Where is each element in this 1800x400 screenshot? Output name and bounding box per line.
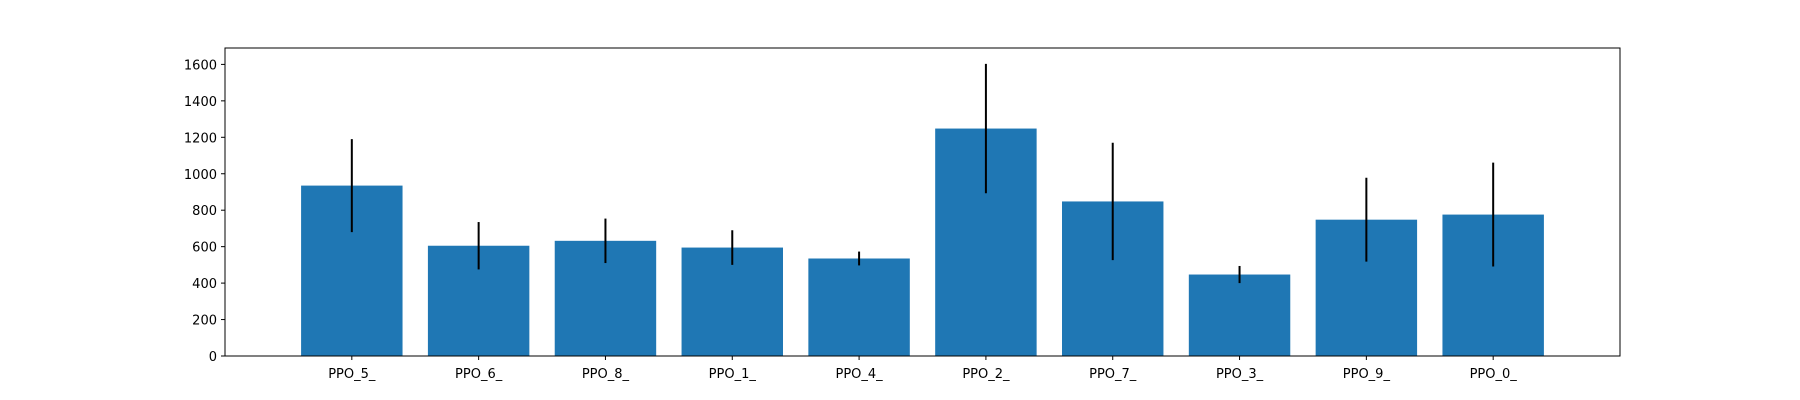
y-tick-label: 800	[192, 204, 217, 219]
x-tick-label: PPO_9_	[1343, 367, 1391, 382]
y-tick-label: 1600	[184, 58, 217, 73]
bar-PPO_1_	[681, 247, 783, 356]
y-tick-label: 400	[192, 277, 217, 292]
plot-frame	[224, 47, 1621, 357]
y-tick-label: 1200	[184, 131, 217, 146]
x-tick-label: PPO_7_	[1089, 367, 1137, 382]
y-tick-label: 1000	[184, 168, 217, 183]
x-axis: PPO_5_ PPO_6_ PPO_8_ PPO_1_ PPO_4_ PPO_2_ PPO_…	[328, 356, 1517, 382]
x-tick-label: PPO_0_	[1470, 367, 1518, 382]
bar-PPO_4_	[808, 258, 910, 356]
bars-group	[301, 128, 1544, 356]
x-tick-label: PPO_6_	[455, 367, 503, 382]
y-axis: 0 200 400 600 800 1000 1200 1400 1600	[184, 58, 225, 365]
x-tick-label: PPO_3_	[1216, 367, 1264, 382]
bar-PPO_3_	[1188, 274, 1291, 356]
x-tick-label: PPO_2_	[962, 367, 1010, 382]
x-tick-label: PPO_4_	[835, 367, 883, 382]
y-tick-label: 200	[192, 314, 217, 329]
error-bars-group	[350, 63, 1495, 284]
y-tick-label: 0	[209, 350, 217, 365]
x-tick-label: PPO_1_	[709, 367, 757, 382]
y-tick-label: 1400	[184, 95, 217, 110]
x-tick-label: PPO_8_	[582, 367, 630, 382]
y-tick-label: 600	[192, 241, 217, 256]
x-tick-label: PPO_5_	[328, 367, 376, 382]
